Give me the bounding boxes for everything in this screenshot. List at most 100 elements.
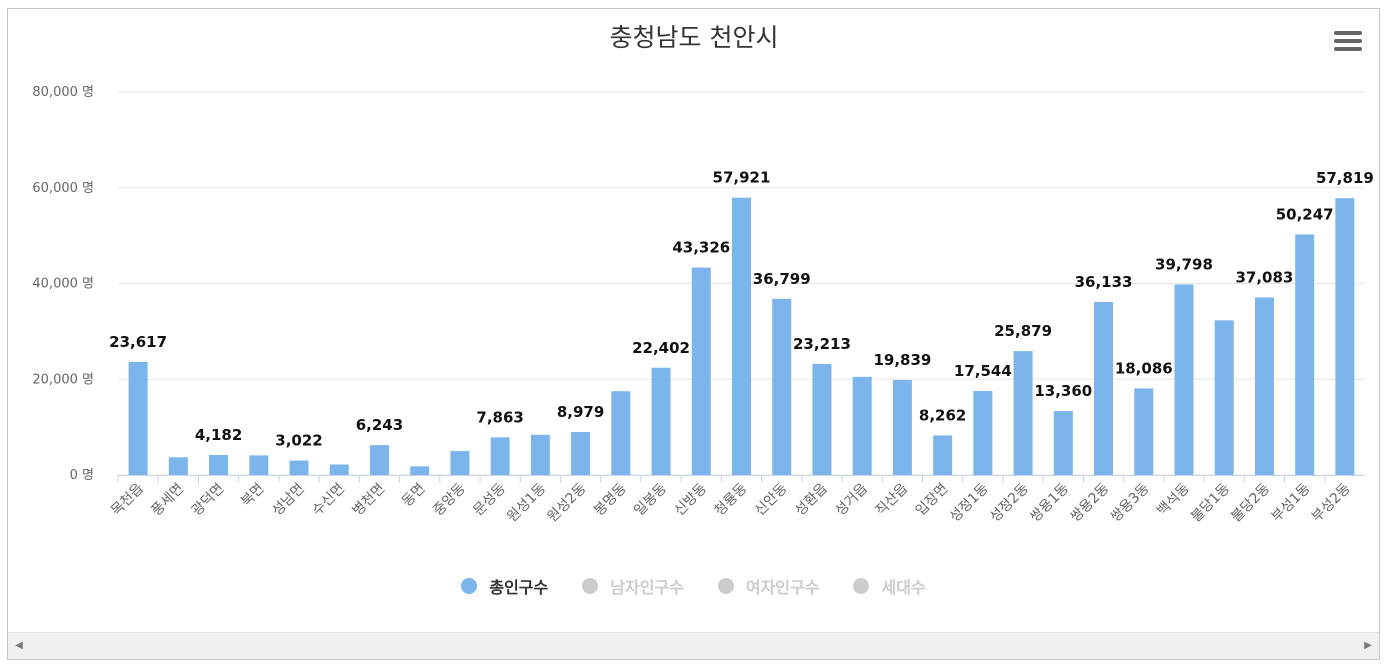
bar[interactable]	[812, 363, 832, 475]
bar[interactable]	[1134, 388, 1154, 475]
bar-series	[128, 197, 1355, 476]
x-tick-label: 북면	[238, 481, 268, 511]
legend-circle-icon	[461, 578, 478, 594]
bar[interactable]	[289, 460, 309, 475]
data-label: 19,839	[873, 351, 931, 369]
x-tick-label: 백석동	[1154, 480, 1193, 519]
x-tick-label: 쌍용1동	[1027, 480, 1072, 525]
bar[interactable]	[651, 367, 671, 475]
legend-label: 남자인구수	[610, 578, 684, 597]
x-tick-label: 불당1동	[1188, 480, 1233, 525]
x-tick-label: 수신면	[309, 481, 348, 520]
bar[interactable]	[1013, 351, 1033, 475]
bar[interactable]	[1094, 302, 1114, 475]
bar[interactable]	[1053, 411, 1073, 475]
bar[interactable]	[410, 466, 430, 475]
legend-label: 세대수	[881, 578, 926, 597]
bar[interactable]	[168, 457, 188, 475]
chart-legend: 총인구수 남자인구수 여자인구수 세대수	[8, 573, 1379, 599]
y-tick-label: 0 명	[70, 468, 94, 483]
x-tick-label: 신방동	[671, 480, 710, 519]
bar[interactable]	[1174, 284, 1194, 475]
legend-circle-icon	[717, 578, 734, 594]
bar[interactable]	[1214, 320, 1234, 475]
chart-menu-button[interactable]	[1334, 31, 1362, 55]
bar[interactable]	[772, 298, 792, 475]
bar[interactable]	[128, 361, 148, 475]
x-tick-label: 성정1동	[947, 480, 992, 525]
bar[interactable]	[571, 432, 591, 475]
data-label: 22,402	[632, 339, 690, 357]
x-tick-label: 부성2동	[1309, 480, 1354, 525]
legend-item-female[interactable]: 여자인구수	[717, 574, 820, 598]
data-labels: 23,617 4,182 3,022 6,243 7,863 8,979 22,402 43,…	[109, 169, 1374, 450]
data-label: 8,979	[557, 403, 604, 421]
data-label: 8,262	[919, 406, 966, 424]
data-label: 7,863	[476, 408, 523, 426]
x-tick-label: 부성1동	[1269, 480, 1314, 525]
legend-label: 여자인구수	[745, 578, 820, 597]
data-label: 13,360	[1034, 382, 1092, 400]
legend-item-households[interactable]: 세대수	[853, 574, 926, 598]
legend-item-total[interactable]: 총인구수	[461, 574, 548, 598]
bar[interactable]	[1295, 234, 1315, 475]
x-tick-label: 중앙동	[430, 480, 469, 519]
data-label: 50,247	[1276, 205, 1334, 223]
y-tick-label: 80,000 명	[32, 85, 94, 100]
scroll-right-icon[interactable]: ▶	[1364, 640, 1372, 651]
bar[interactable]	[490, 437, 510, 475]
data-label: 6,243	[356, 416, 403, 434]
data-label: 36,133	[1075, 273, 1133, 291]
x-tick-label: 입장면	[913, 481, 952, 520]
data-label: 57,819	[1316, 169, 1374, 187]
x-tick-label: 봉명동	[591, 480, 630, 519]
y-tick-label: 20,000 명	[32, 372, 94, 387]
bar[interactable]	[611, 391, 631, 475]
x-tick-label: 성환읍	[792, 480, 831, 519]
y-tick-label: 40,000 명	[32, 277, 94, 292]
data-label: 57,921	[713, 169, 771, 187]
data-label: 39,798	[1155, 255, 1213, 273]
bar[interactable]	[1335, 198, 1355, 476]
data-label: 3,022	[275, 432, 322, 450]
legend-label: 총인구수	[489, 578, 549, 597]
bar[interactable]	[852, 376, 872, 475]
scroll-left-icon[interactable]: ◀	[15, 640, 23, 651]
bar[interactable]	[973, 391, 993, 475]
bar[interactable]	[892, 380, 912, 475]
y-tick-label: 60,000 명	[32, 181, 94, 196]
bar[interactable]	[209, 454, 229, 475]
horizontal-scrollbar[interactable]: ◀ ▶	[8, 632, 1379, 659]
legend-item-male[interactable]: 남자인구수	[582, 574, 684, 598]
x-tick-label: 일봉동	[631, 480, 670, 519]
x-tick-label: 불당2동	[1228, 480, 1273, 525]
bar[interactable]	[732, 197, 751, 475]
x-tick-label: 문성동	[470, 480, 509, 519]
chart-title: 충청남도 천안시	[610, 23, 779, 52]
bar[interactable]	[691, 267, 711, 475]
x-tick-label: 쌍용3동	[1108, 480, 1153, 525]
chart-canvas: 충청남도 천안시 0 명 20,000 명 40,000 명 60,000 명 80,0…	[32, 23, 1374, 525]
x-tick-label: 동면	[399, 481, 429, 511]
data-label: 4,182	[195, 426, 242, 444]
x-tick-label: 신안동	[752, 480, 791, 519]
bar[interactable]	[329, 464, 349, 475]
x-tick-label: 목천읍	[108, 480, 147, 519]
x-tick-label: 청룡동	[712, 480, 751, 519]
x-tick-label: 병천면	[350, 481, 389, 520]
x-tick-label: 성정2동	[987, 480, 1032, 525]
data-label: 23,213	[793, 335, 851, 353]
x-tick-label: 직산읍	[873, 480, 912, 519]
bar[interactable]	[450, 451, 470, 475]
bar[interactable]	[249, 455, 269, 475]
chart-container: 충청남도 천안시 0 명 20,000 명 40,000 명 60,000 명 80,0…	[7, 8, 1380, 660]
bar[interactable]	[1254, 297, 1274, 475]
bar[interactable]	[933, 435, 953, 475]
x-tick-label: 성남면	[269, 481, 308, 520]
bar[interactable]	[530, 434, 550, 475]
bar[interactable]	[369, 445, 389, 475]
data-label: 17,544	[954, 362, 1012, 380]
x-tick-label: 원성2동	[544, 480, 589, 525]
x-tick-label: 성거읍	[832, 480, 871, 519]
